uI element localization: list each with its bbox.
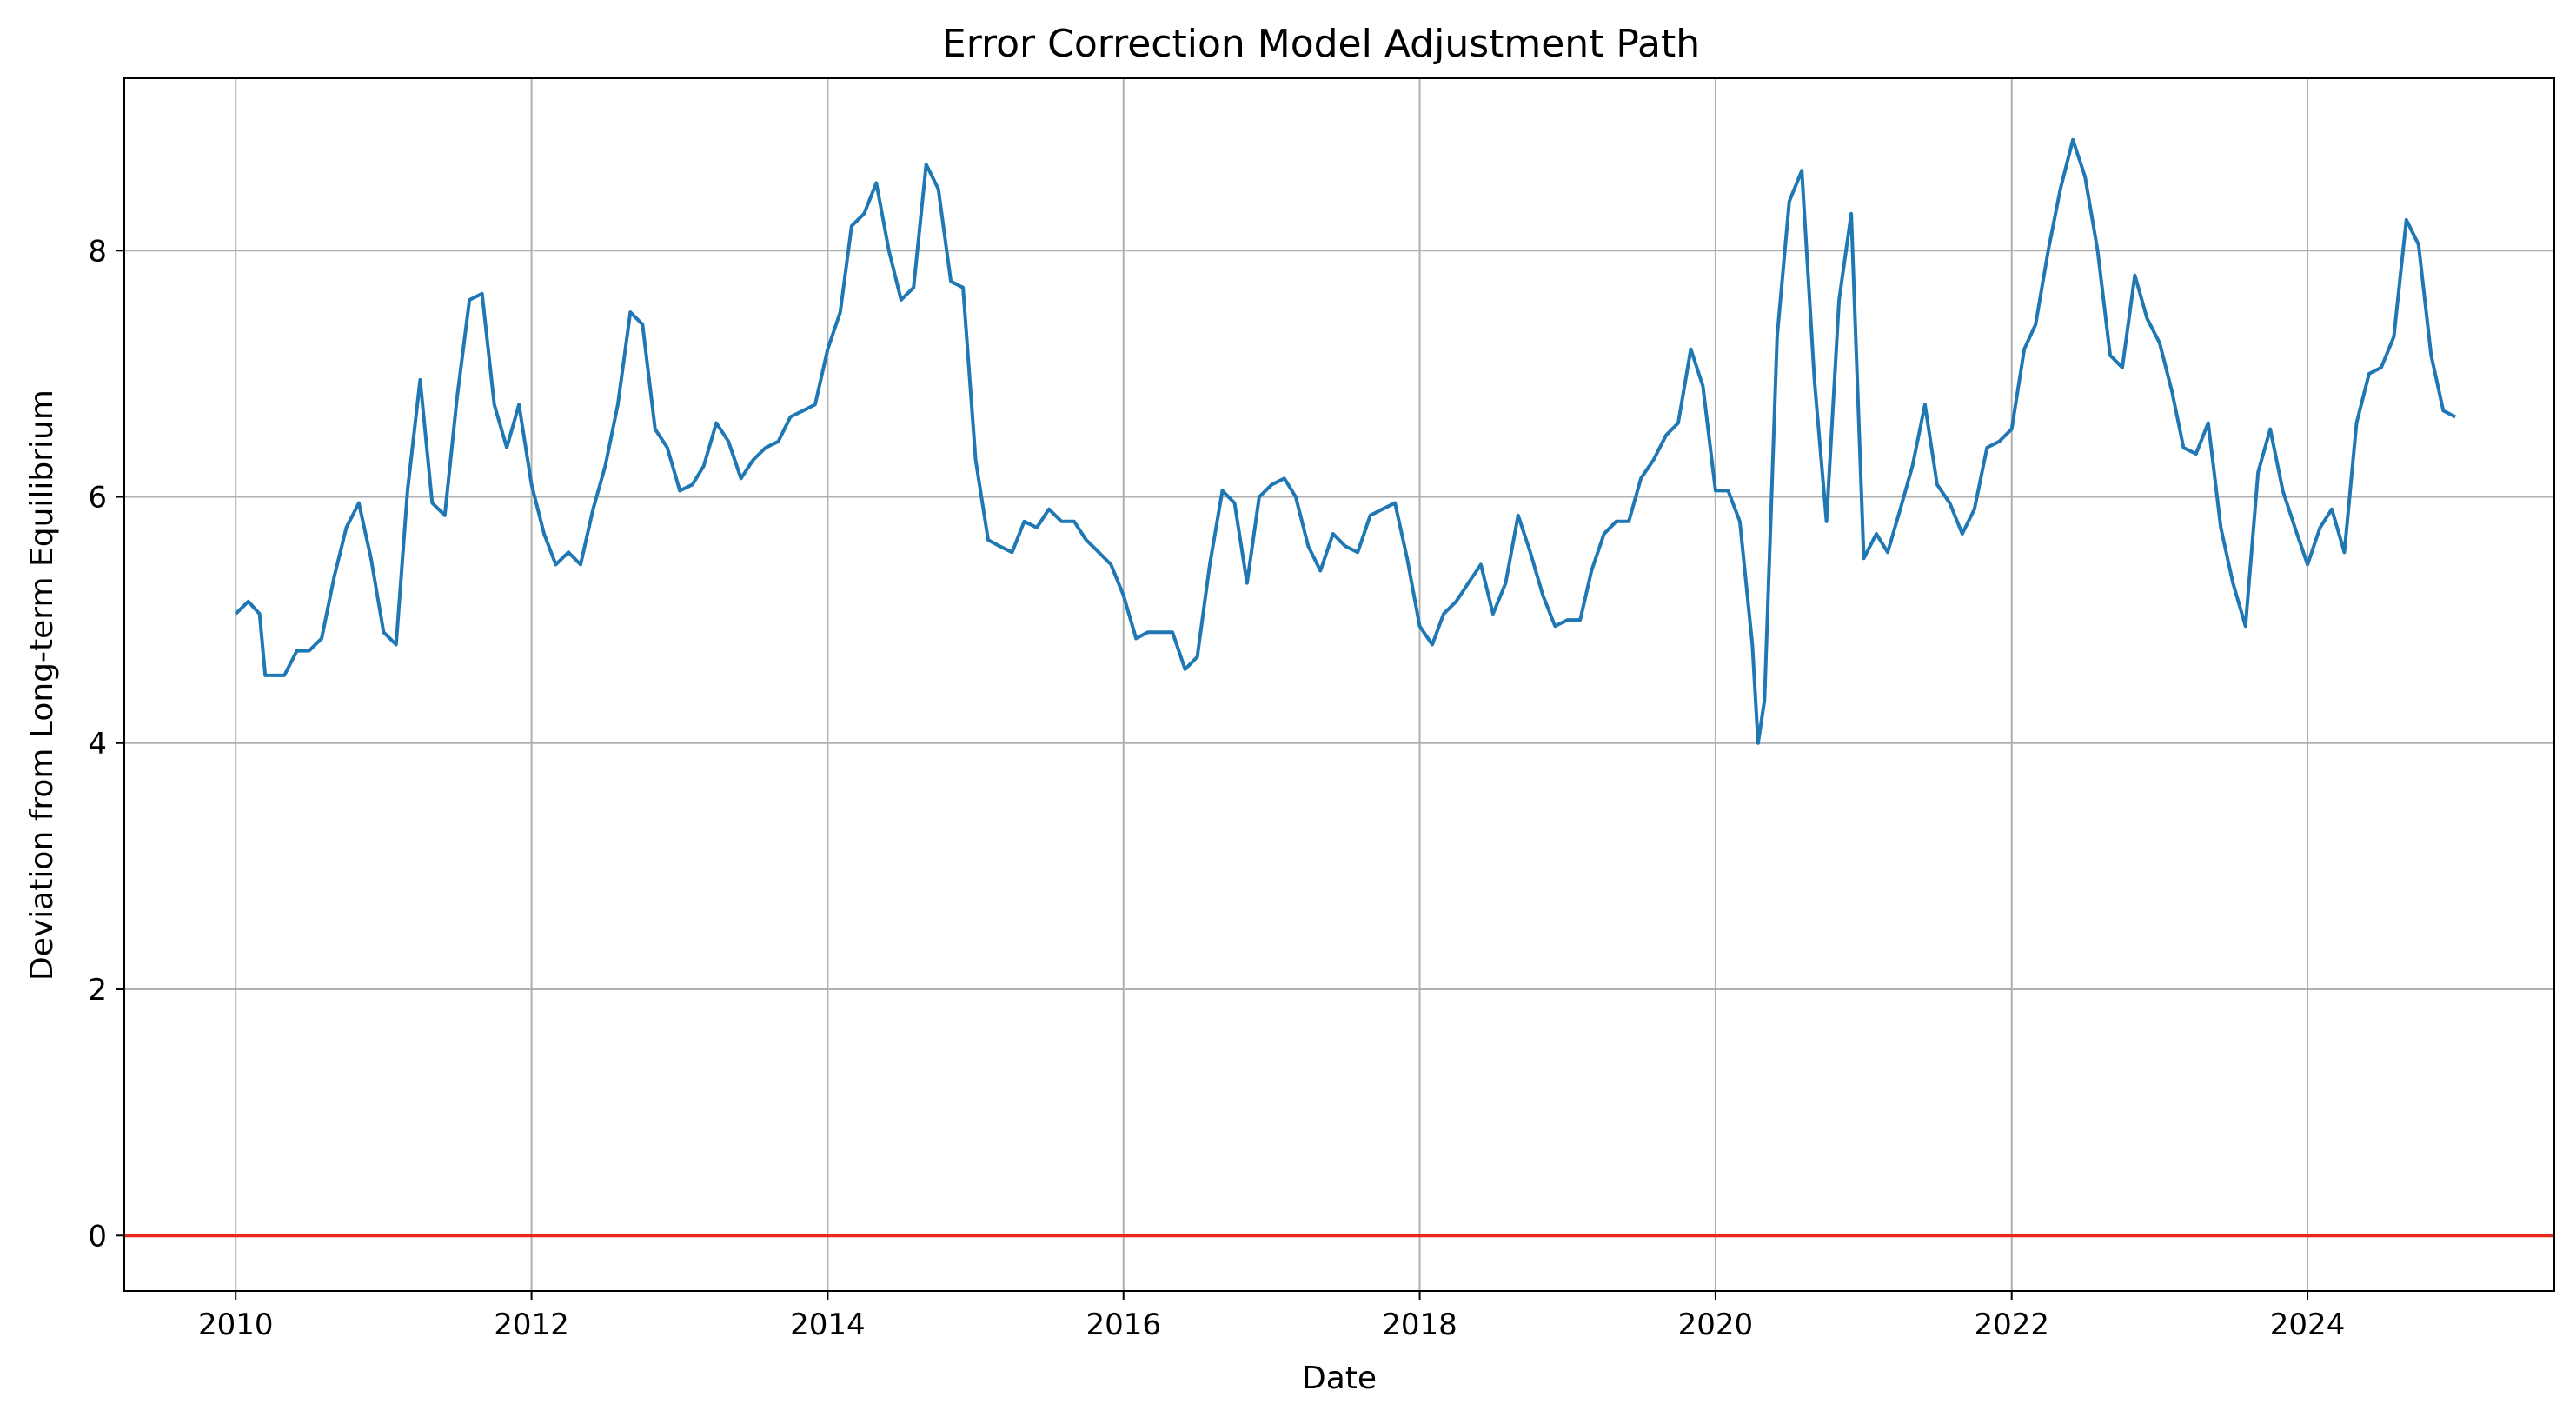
y-tick-label: 0 xyxy=(88,1219,107,1254)
y-axis-label: Deviation from Long-term Equilibrium xyxy=(24,389,60,981)
x-tick-label: 2010 xyxy=(198,1308,274,1342)
x-tick-label: 2018 xyxy=(1382,1308,1457,1342)
chart-title: Error Correction Model Adjustment Path xyxy=(942,22,1700,66)
y-tick-label: 8 xyxy=(88,234,107,269)
y-tick-label: 2 xyxy=(88,973,107,1008)
series-line xyxy=(234,137,2457,745)
x-axis: 2010 2012 2014 2016 2018 2020 2022 2024 xyxy=(198,1291,2345,1342)
plot-frame xyxy=(123,77,2555,1292)
x-tick-label: 2022 xyxy=(1974,1308,2049,1342)
series-group xyxy=(234,137,2457,745)
y-axis: 0 2 4 6 8 xyxy=(88,234,124,1254)
y-tick-label: 6 xyxy=(88,481,107,516)
x-tick-label: 2012 xyxy=(494,1308,569,1342)
x-tick-label: 2014 xyxy=(790,1308,866,1342)
x-axis-label: Date xyxy=(1302,1361,1377,1396)
x-tick-label: 2016 xyxy=(1086,1308,1161,1342)
x-tick-label: 2024 xyxy=(2270,1308,2346,1342)
x-tick-label: 2020 xyxy=(1678,1308,1754,1342)
y-tick-label: 4 xyxy=(88,727,107,762)
